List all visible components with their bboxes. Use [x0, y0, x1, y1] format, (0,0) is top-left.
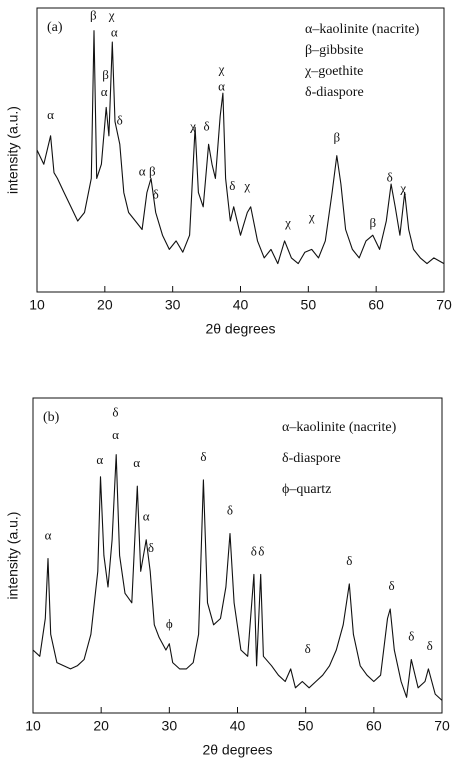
peak-label: ϕ — [166, 616, 173, 631]
peak-label: α — [143, 509, 150, 524]
x-tick-label: 10 — [29, 297, 45, 313]
peak-label: δ — [258, 543, 264, 558]
peak-label: δ — [387, 169, 393, 184]
plot-frame — [36, 7, 445, 293]
peak-label: α — [133, 455, 140, 470]
x-tick-label: 40 — [230, 718, 246, 734]
peak-label: α — [112, 427, 119, 442]
peak-label: χ — [108, 8, 115, 23]
x-tick-label: 10 — [25, 718, 41, 734]
x-tick-label: 60 — [368, 297, 384, 313]
x-tick-label: 50 — [301, 297, 317, 313]
peak-label: δ — [408, 628, 414, 643]
peak-label: δ — [388, 578, 394, 593]
peak-label: δ — [427, 638, 433, 653]
legend-text: δ-diaspore — [282, 451, 341, 466]
peak-label: α — [218, 79, 225, 94]
peak-label: δ — [112, 405, 118, 420]
peak-label: χ — [284, 215, 291, 230]
legend-text: δ-diaspore — [305, 85, 364, 100]
peak-label: δ — [251, 543, 257, 558]
x-tick-label: 50 — [298, 718, 314, 734]
peak-label: β — [369, 215, 376, 230]
x-tick-label: 30 — [165, 297, 181, 313]
peak-label: δ — [200, 449, 206, 464]
peak-label: δ — [204, 118, 210, 133]
x-tick-label: 70 — [436, 297, 452, 313]
x-axis-label: 2θ degrees — [202, 742, 272, 758]
peak-label: δ — [153, 186, 159, 201]
peak-label: δ — [305, 641, 311, 656]
panel-label: (a) — [47, 20, 63, 35]
xrd-line — [32, 454, 443, 701]
legend-text: ϕ–quartz — [282, 482, 331, 497]
peak-label: δ — [346, 553, 352, 568]
peak-label: α — [96, 452, 103, 467]
peak-label: β — [334, 130, 341, 145]
y-axis-label: intensity (a.u.) — [5, 106, 21, 194]
peak-label: β — [90, 8, 97, 23]
peak-label: χ — [308, 209, 315, 224]
peak-label: α — [47, 107, 54, 122]
peak-label: δ — [148, 540, 154, 555]
peak-label: β — [149, 164, 156, 179]
panel-label: (b) — [43, 410, 60, 425]
x-tick-label: 20 — [97, 297, 113, 313]
peak-label: α — [139, 164, 146, 179]
xrd-line — [36, 30, 445, 265]
y-axis-label: intensity (a.u.) — [5, 512, 21, 600]
peak-label: α — [45, 528, 52, 543]
x-tick-label: 30 — [162, 718, 178, 734]
peak-label: χ — [399, 181, 406, 196]
legend-text: β–gibbsite — [305, 43, 363, 58]
peak-label: α — [111, 25, 118, 40]
peak-label: χ — [189, 118, 196, 133]
legend-text: α–kaolinite (nacrite) — [305, 22, 420, 37]
legend-text: α–kaolinite (nacrite) — [282, 420, 397, 435]
x-axis-label: 2θ degrees — [205, 321, 275, 337]
peak-label: χ — [243, 178, 250, 193]
x-tick-label: 70 — [434, 718, 450, 734]
peak-label: α — [101, 84, 108, 99]
peak-label: δ — [227, 502, 233, 517]
peak-label: χ — [218, 61, 225, 76]
peak-label: δ — [229, 178, 235, 193]
plot-frame — [32, 397, 443, 714]
peak-label: δ — [117, 113, 123, 128]
peak-label: β — [102, 67, 109, 82]
x-tick-label: 20 — [93, 718, 109, 734]
x-tick-label: 60 — [366, 718, 382, 734]
x-tick-label: 40 — [233, 297, 249, 313]
legend-text: χ–goethite — [304, 64, 363, 79]
